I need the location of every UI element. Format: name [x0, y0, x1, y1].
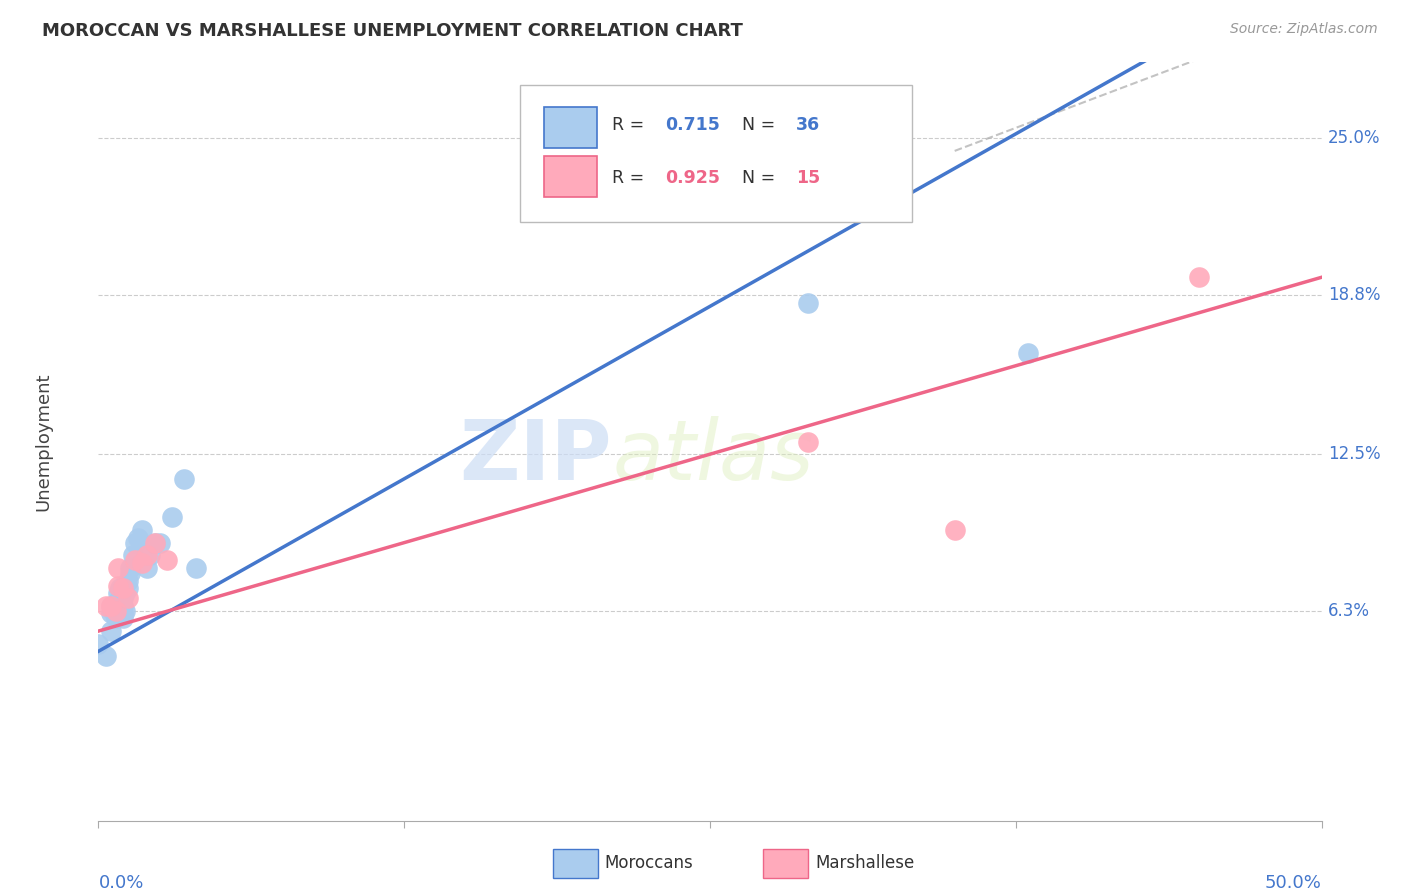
Point	[107, 594, 129, 608]
Point	[94, 649, 117, 664]
Point	[117, 591, 139, 606]
Text: Marshallese: Marshallese	[815, 855, 915, 872]
Point	[117, 581, 139, 595]
Text: 50.0%: 50.0%	[1265, 874, 1322, 892]
Point	[120, 566, 142, 580]
Point	[107, 586, 129, 600]
Point	[111, 591, 134, 606]
Point	[111, 581, 134, 595]
Text: N =: N =	[731, 116, 780, 135]
FancyBboxPatch shape	[544, 156, 598, 197]
Text: ZIP: ZIP	[460, 417, 612, 497]
Point	[87, 637, 110, 651]
Point	[100, 599, 122, 613]
FancyBboxPatch shape	[520, 85, 912, 222]
Point	[114, 586, 136, 600]
Point	[110, 599, 132, 613]
Text: 12.5%: 12.5%	[1327, 445, 1381, 463]
Point	[101, 604, 124, 618]
Text: 6.3%: 6.3%	[1327, 602, 1369, 620]
Point	[110, 591, 132, 606]
Point	[124, 535, 146, 549]
Text: 0.0%: 0.0%	[98, 874, 143, 892]
Point	[131, 556, 153, 570]
Text: R =: R =	[612, 169, 650, 186]
Point	[111, 599, 134, 613]
Point	[131, 523, 153, 537]
Point	[117, 574, 139, 588]
Text: N =: N =	[731, 169, 780, 186]
Point	[121, 548, 143, 563]
Point	[1188, 270, 1211, 285]
Point	[124, 553, 146, 567]
Text: atlas: atlas	[612, 417, 814, 497]
Point	[127, 531, 149, 545]
Point	[94, 599, 117, 613]
Point	[100, 599, 122, 613]
Point	[107, 579, 129, 593]
Text: 15: 15	[796, 169, 820, 186]
Text: Unemployment: Unemployment	[34, 372, 52, 511]
Point	[139, 548, 162, 563]
Point	[104, 611, 127, 625]
Point	[143, 535, 166, 549]
Point	[136, 548, 159, 563]
Text: 0.925: 0.925	[665, 169, 720, 186]
Point	[111, 607, 134, 621]
Point	[149, 535, 172, 549]
Point	[160, 510, 183, 524]
Point	[107, 561, 129, 575]
FancyBboxPatch shape	[544, 107, 598, 148]
Point	[797, 295, 820, 310]
Point	[100, 607, 122, 621]
Point	[136, 561, 159, 575]
Text: 36: 36	[796, 116, 820, 135]
Point	[120, 561, 142, 575]
Text: MOROCCAN VS MARSHALLESE UNEMPLOYMENT CORRELATION CHART: MOROCCAN VS MARSHALLESE UNEMPLOYMENT COR…	[42, 22, 742, 40]
Point	[156, 553, 179, 567]
Text: 0.715: 0.715	[665, 116, 720, 135]
Point	[186, 561, 208, 575]
Point	[104, 604, 127, 618]
Text: Source: ZipAtlas.com: Source: ZipAtlas.com	[1230, 22, 1378, 37]
Point	[943, 523, 966, 537]
Text: 25.0%: 25.0%	[1327, 129, 1381, 147]
Text: Moroccans: Moroccans	[605, 855, 693, 872]
Text: 18.8%: 18.8%	[1327, 286, 1381, 304]
Point	[111, 611, 134, 625]
Point	[1017, 346, 1039, 360]
Point	[114, 604, 136, 618]
Point	[100, 624, 122, 639]
Point	[797, 434, 820, 449]
Point	[143, 535, 166, 549]
Point	[173, 473, 195, 487]
Point	[110, 581, 132, 595]
Point	[107, 604, 129, 618]
Text: R =: R =	[612, 116, 650, 135]
